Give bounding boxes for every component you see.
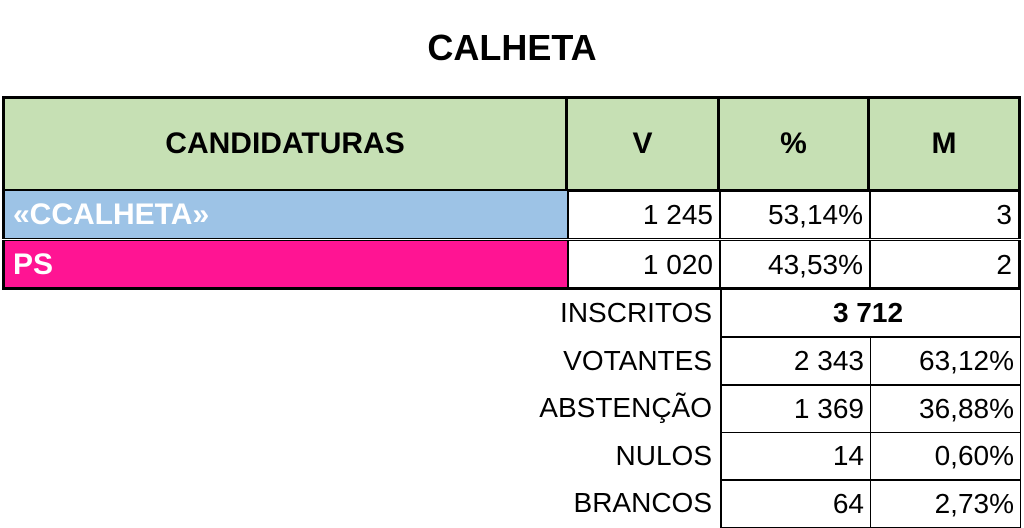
- value-cell: 1 245: [568, 190, 720, 239]
- header-cell: M: [867, 96, 1021, 192]
- party-name: «CCALHETA»: [2, 190, 568, 239]
- summary-value: 2 343: [720, 337, 871, 385]
- value-cell: 3: [870, 190, 1021, 239]
- value-cell: 53,14%: [720, 190, 870, 239]
- header-cell: %: [717, 96, 870, 192]
- summary-label: ABSTENÇÃO: [539, 392, 712, 423]
- summary-value: 64: [720, 479, 871, 528]
- summary-label: VOTANTES: [563, 344, 712, 376]
- title: CALHETA: [427, 27, 597, 68]
- summary-value: 1 369: [720, 384, 871, 433]
- summary-value: 0,60%: [870, 432, 1021, 480]
- header-cell: V: [565, 96, 720, 192]
- value-cell: 43,53%: [720, 240, 870, 289]
- summary-value: 2,73%: [870, 479, 1021, 528]
- summary-label: INSCRITOS: [560, 297, 712, 328]
- summary-label: NULOS: [615, 439, 712, 471]
- table-border: [2, 287, 1021, 290]
- summary-value: 14: [720, 432, 871, 480]
- summary-label: BRANCOS: [573, 487, 712, 518]
- value-cell: 2: [870, 240, 1021, 289]
- summary-value: 36,88%: [870, 384, 1021, 433]
- header-cell: CANDIDATURAS: [2, 96, 568, 192]
- value-cell: 1 020: [568, 240, 720, 289]
- summary-value: 63,12%: [870, 337, 1021, 385]
- summary-value: 3 712: [720, 289, 1021, 337]
- party-name: PS: [2, 240, 568, 289]
